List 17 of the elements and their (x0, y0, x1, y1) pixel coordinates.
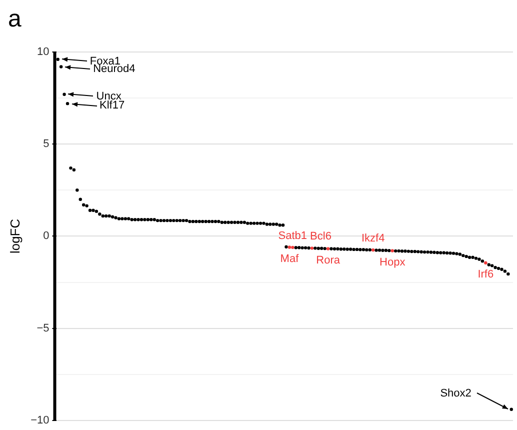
annotation: Ikzf4 (361, 232, 385, 245)
annotation: Maf (280, 252, 300, 265)
annotation: Neurod4 (93, 62, 136, 75)
y-tick-label: −5 (36, 322, 50, 334)
annotation: Hopx (380, 256, 406, 268)
y-tick-label: 5 (43, 138, 50, 150)
annotation: Satb1 (278, 230, 308, 242)
y-tick-label: −10 (30, 414, 50, 426)
annotation: Bcl6 (310, 230, 332, 243)
text: a (8, 6, 22, 33)
y-tick-label: 0 (43, 230, 50, 242)
y-axis-title: logFC (7, 218, 22, 254)
y-tick-label: 10 (37, 46, 50, 58)
annotation: Shox2 (440, 387, 472, 400)
annotation: Rora (316, 254, 341, 266)
annotation: Irf6 (478, 268, 494, 280)
annotation: Klf17 (100, 100, 125, 112)
